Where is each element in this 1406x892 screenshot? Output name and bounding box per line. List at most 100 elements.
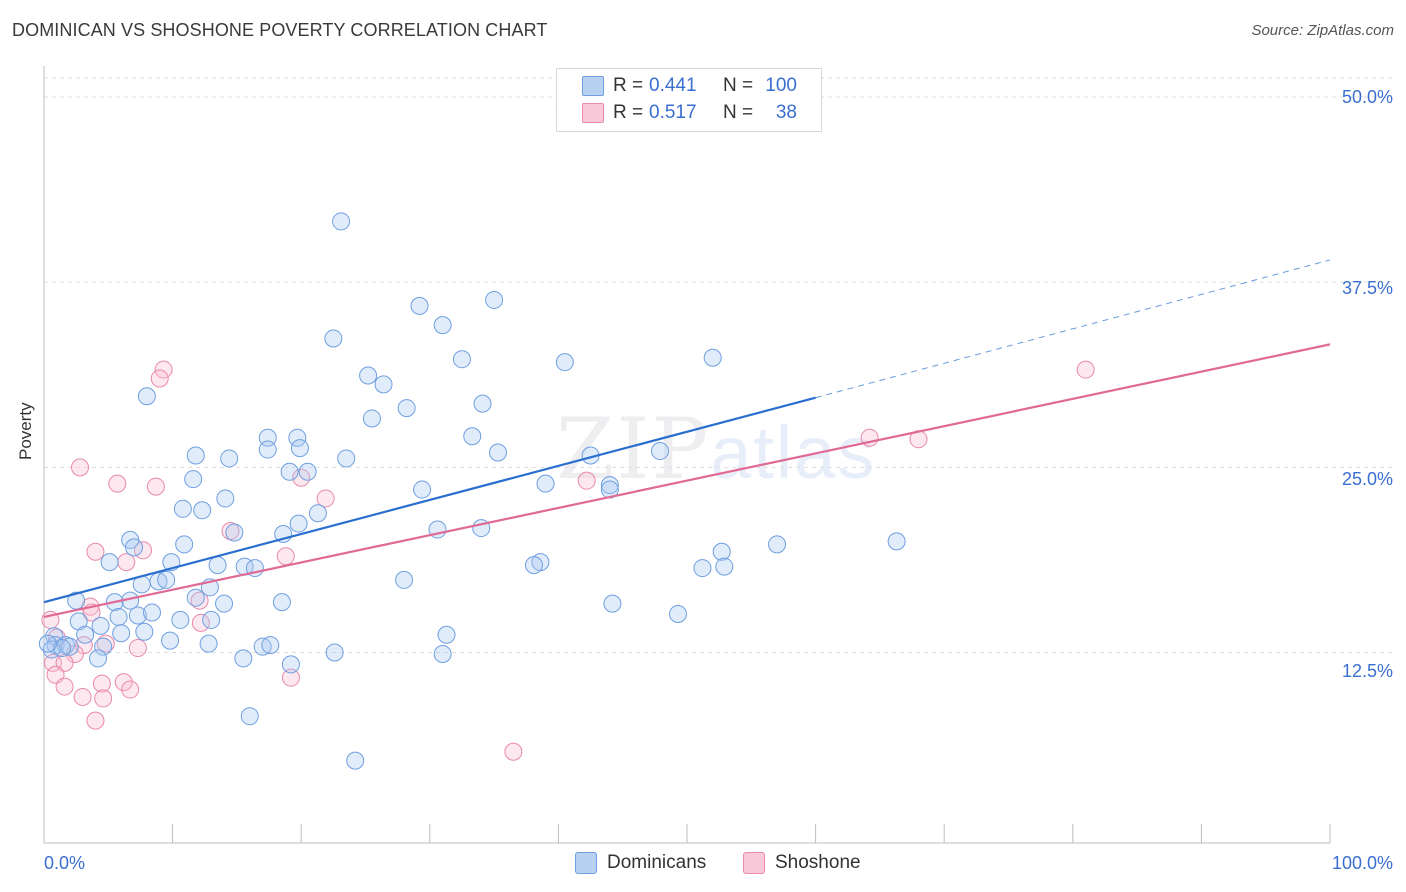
dominican-point	[53, 639, 72, 658]
axis-layer	[43, 66, 1331, 844]
dominican-point	[668, 604, 687, 623]
dominican-point	[171, 610, 190, 629]
chart-title: DOMINICAN VS SHOSHONE POVERTY CORRELATIO…	[12, 20, 548, 40]
dominican-point	[410, 296, 429, 315]
dominican-point	[887, 532, 906, 551]
dominican-point	[240, 707, 259, 726]
dominican-point	[555, 353, 574, 372]
dominican-point	[76, 625, 95, 644]
legend-n-value: 38	[775, 102, 797, 123]
y-axis-label: Poverty	[16, 402, 35, 460]
shoshone-point	[504, 742, 523, 761]
shoshone-point	[73, 687, 92, 706]
dominicans-trend-line	[43, 396, 816, 604]
dominican-point	[272, 593, 291, 612]
bottom-legend-swatch-blue	[575, 852, 597, 874]
dominican-point	[280, 462, 299, 481]
dominican-point	[600, 476, 619, 495]
dominican-point	[38, 634, 57, 653]
dominican-point	[703, 348, 722, 367]
legend-r-label: R =	[613, 75, 644, 96]
dominican-point	[524, 556, 543, 575]
shoshone-point	[71, 458, 90, 477]
dominican-point	[175, 535, 194, 554]
dominican-point	[112, 624, 131, 643]
dominican-point	[157, 570, 176, 589]
legend-r-value: 0.517	[649, 102, 697, 123]
dominican-point	[337, 449, 356, 468]
dominican-point	[536, 474, 555, 493]
shoshone-point	[108, 474, 127, 493]
legend-r-value: 0.441	[649, 75, 697, 96]
bottom-legend-label: Shoshone	[775, 852, 861, 873]
dominican-point	[135, 622, 154, 641]
dominican-point	[332, 212, 351, 231]
dominican-point	[488, 443, 507, 462]
y-tick-12-5: 12.5%	[1341, 661, 1393, 681]
dominican-point	[715, 557, 734, 576]
dominican-point	[712, 542, 731, 561]
shoshone-point	[146, 477, 165, 496]
shoshone-point	[55, 677, 74, 696]
shoshone-point	[150, 369, 169, 388]
dominican-point	[208, 556, 227, 575]
chart-source: Source: ZipAtlas.com	[1251, 22, 1394, 39]
legend-swatch-blue	[582, 76, 604, 96]
x-tick-max: 100.0%	[1331, 853, 1393, 873]
dominican-point	[290, 439, 309, 458]
dominican-point	[397, 399, 416, 418]
dominican-point	[261, 636, 280, 655]
dominican-point	[143, 603, 162, 622]
dominican-point	[463, 427, 482, 446]
dominican-point	[89, 649, 108, 668]
shoshone-point	[96, 634, 115, 653]
watermark-atlas: atlas	[710, 411, 877, 494]
dominican-point	[473, 394, 492, 413]
dominican-point	[346, 751, 365, 770]
dominican-point	[693, 559, 712, 578]
dominican-point	[650, 442, 669, 461]
bottom-legend-label: Dominicans	[607, 852, 707, 873]
dominican-point	[216, 489, 235, 508]
dominican-point	[184, 470, 203, 489]
dominican-point	[109, 607, 128, 626]
dominican-point	[128, 606, 147, 625]
dominican-point	[193, 501, 212, 520]
dominican-point	[281, 655, 300, 674]
dominican-point	[125, 538, 144, 557]
shoshone-point	[121, 680, 140, 699]
dominican-point	[485, 290, 504, 309]
shoshone-point	[276, 547, 295, 566]
dominican-point	[173, 499, 192, 518]
x-tick-min: 0.0%	[44, 853, 86, 873]
shoshone-point	[154, 360, 173, 379]
legend-n-label: N =	[723, 102, 754, 123]
shoshone-point	[92, 674, 111, 693]
shoshone-point	[191, 613, 210, 632]
shoshone-point	[128, 639, 147, 658]
legend-swatch-pink	[582, 103, 604, 123]
shoshone-point	[577, 471, 596, 490]
shoshone-point	[281, 668, 300, 687]
dominican-point	[258, 440, 277, 459]
dominican-point	[161, 631, 180, 650]
dominican-point	[433, 316, 452, 335]
dominican-point	[94, 637, 113, 656]
dominican-point	[324, 329, 343, 348]
dominican-point	[60, 637, 79, 656]
bottom-legend-shoshone: Shoshone	[743, 852, 861, 874]
y-tick-50: 50.0%	[1341, 87, 1393, 107]
dominican-point	[186, 446, 205, 465]
dominican-point	[362, 409, 381, 428]
dominican-point	[199, 634, 218, 653]
dominican-point	[91, 616, 110, 635]
trend-layer	[43, 259, 1331, 619]
dominican-point	[220, 449, 239, 468]
dominican-point	[374, 375, 393, 394]
shoshone-point	[86, 711, 105, 730]
dominican-point	[433, 644, 452, 663]
bottom-legend-swatch-pink	[743, 852, 765, 874]
stats-legend: R = 0.441 N = 100 R = 0.517 N = 38	[556, 68, 822, 132]
shoshone-point	[114, 673, 133, 692]
